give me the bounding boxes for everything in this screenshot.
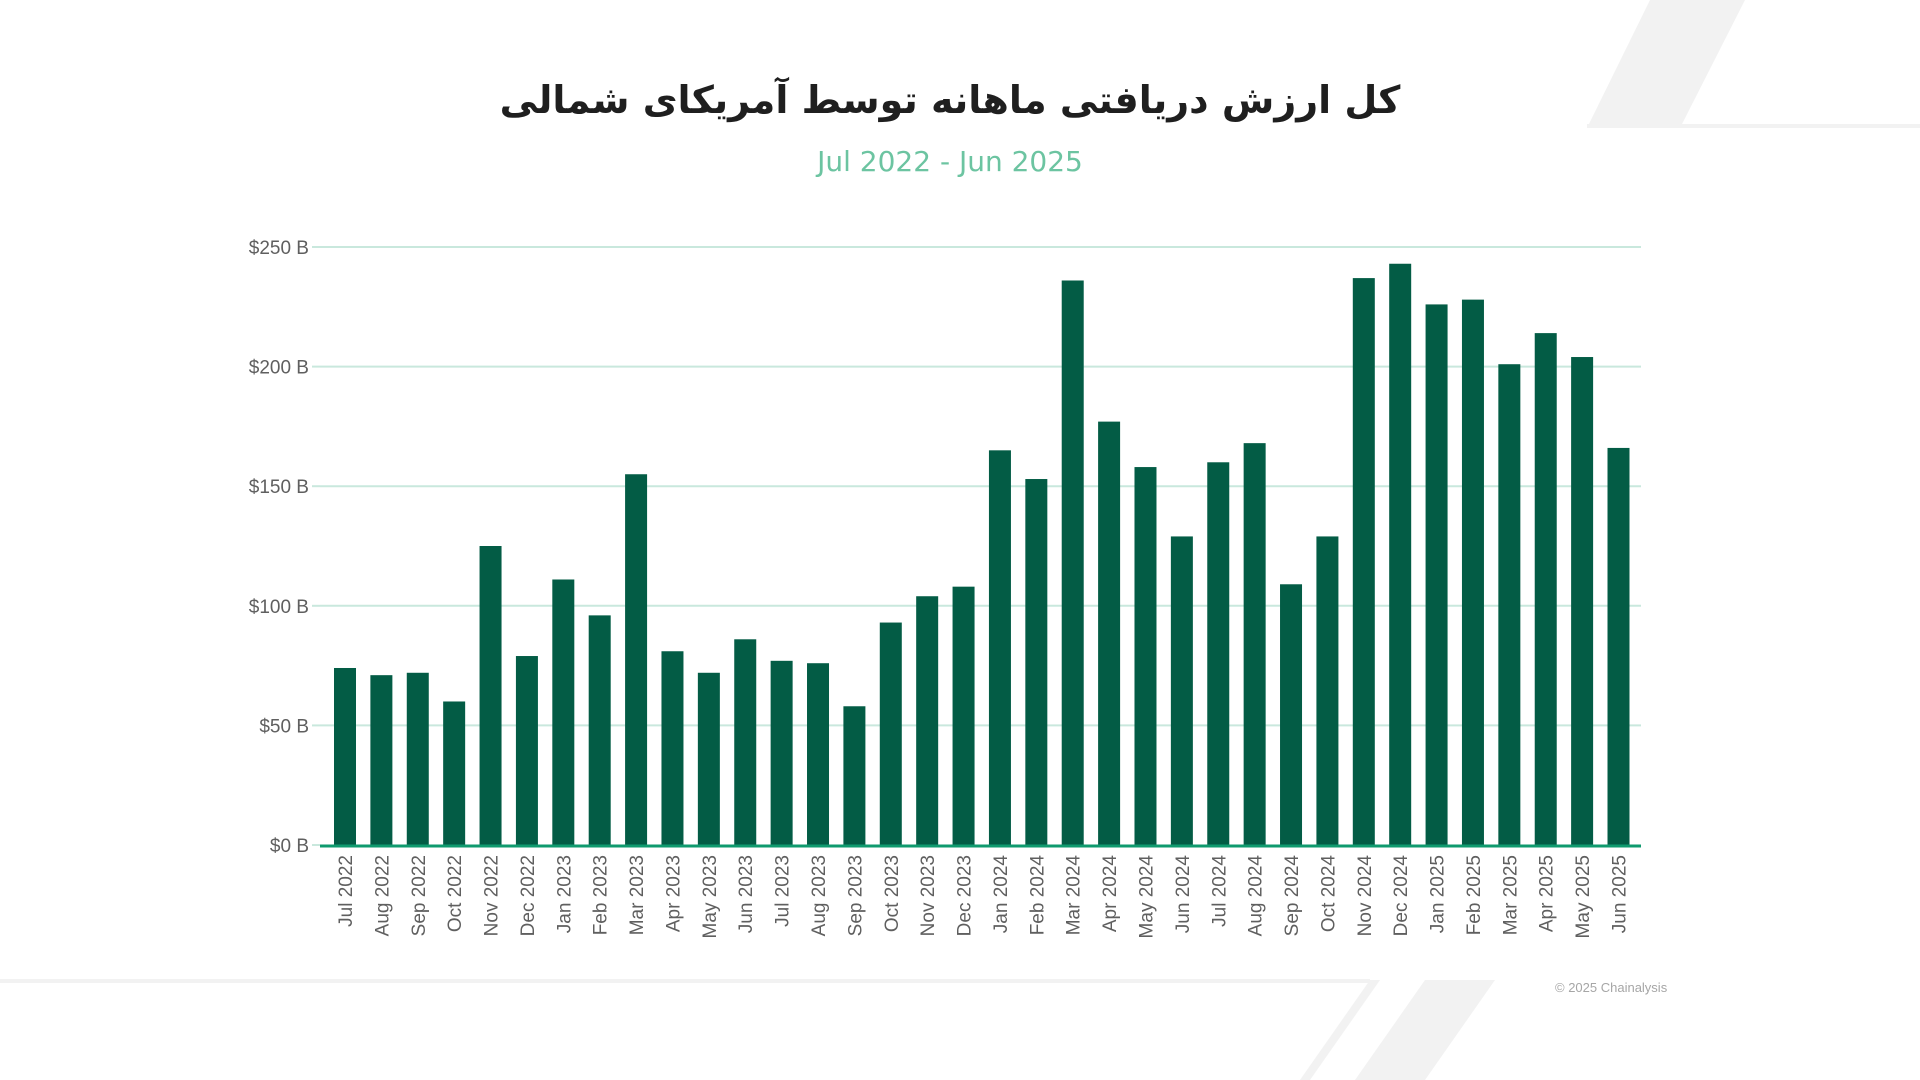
x-tick-label: Nov 2023 [918,855,939,936]
x-tick-label: Jan 2023 [554,855,575,933]
y-tick-label: $150 B [249,477,309,498]
x-tick-label: May 2024 [1136,855,1157,939]
y-tick-label: $0 B [270,836,309,857]
x-tick-label: Jul 2024 [1209,855,1230,927]
x-tick-label: Sep 2022 [409,855,430,936]
x-tick-label: Feb 2025 [1464,855,1485,935]
deco-stripe-bottom-1 [1300,980,1380,1080]
bar [879,622,902,845]
x-tick-label: Mar 2025 [1500,855,1521,935]
bar [1025,479,1048,845]
x-tick-label: Sep 2024 [1282,855,1303,937]
bar [1170,536,1193,845]
gridlines [312,246,1641,846]
deco-line-top-right [1587,124,1920,128]
bar [1607,447,1630,845]
bar [406,672,429,845]
x-tick-label: Jan 2024 [991,855,1012,934]
y-tick-label: $50 B [259,716,309,737]
bar [625,474,648,845]
copyright-note: © 2025 Chainalysis [1555,980,1668,995]
bar [443,701,466,845]
chart-title: کل ارزش دریافتی ماهانه توسط آمریکای شمال… [499,78,1401,122]
x-tick-label: Aug 2024 [1246,855,1267,937]
deco-line-bottom [0,979,1370,983]
bar [1352,278,1375,845]
bar [1498,364,1521,845]
bar [1389,263,1412,845]
bar [1316,536,1339,845]
deco-stripe-top-right [1587,0,1745,128]
bar [515,656,538,845]
x-tick-label: Apr 2025 [1537,855,1558,932]
x-tick-label: Jul 2022 [336,855,357,927]
x-tick-label: Mar 2023 [627,855,648,935]
x-tick-label: Aug 2023 [809,855,830,936]
x-tick-label: Oct 2024 [1318,855,1339,933]
bar [552,579,575,845]
x-tick-label: Sep 2023 [845,855,866,936]
x-tick-label: Aug 2022 [372,855,393,936]
y-tick-labels: $0 B $50 B $100 B $150 B $200 B $250 B [249,238,309,857]
bar [807,663,830,845]
bar [952,586,975,845]
x-tick-label: Dec 2024 [1391,855,1412,937]
x-tick-label: Feb 2024 [1027,855,1048,936]
x-tick-labels: Jul 2022 Aug 2022 Sep 2022 Oct 2022 Nov 2022… [336,855,1631,939]
bar [1207,462,1230,845]
x-tick-label: Feb 2023 [591,855,612,935]
x-tick-label: Mar 2024 [1064,855,1085,936]
bar [1061,280,1084,845]
x-tick-label: Nov 2022 [482,855,503,936]
bar [770,660,793,845]
bar [734,639,757,845]
x-tick-label: Oct 2023 [882,855,903,932]
x-tick-label: Oct 2022 [445,855,466,932]
y-tick-label: $100 B [249,597,309,618]
x-tick-label: Dec 2023 [955,855,976,936]
bar [697,672,720,845]
y-tick-label: $250 B [249,238,309,259]
x-tick-label: Jun 2024 [1173,855,1194,934]
chart-subtitle: Jul 2022 - Jun 2025 [817,145,1083,178]
bar [588,615,611,845]
bar [334,667,356,845]
bar [1134,467,1157,845]
bars [334,263,1630,846]
x-tick-label: Jan 2025 [1428,855,1449,933]
bar [1280,584,1303,845]
x-tick-label: May 2023 [700,855,721,938]
bar [916,596,939,845]
x-tick-label: Jun 2023 [736,855,757,933]
x-tick-label: Nov 2024 [1355,855,1376,937]
bar [370,675,393,845]
x-tick-label: Dec 2022 [518,855,539,936]
bar [843,706,866,845]
y-tick-label: $200 B [249,358,309,379]
deco-stripe-bottom-2 [1355,980,1495,1080]
bar [661,651,684,845]
bar [1425,304,1448,846]
bar [1534,333,1557,845]
bar [479,546,502,845]
x-tick-label: May 2025 [1573,855,1594,938]
bar [1461,299,1484,845]
x-tick-label: Jul 2023 [773,855,794,927]
x-tick-label: Apr 2024 [1100,855,1121,933]
bar [1571,357,1594,845]
bar [1098,421,1121,845]
bar [988,450,1011,845]
x-tick-label: Jun 2025 [1610,855,1631,933]
x-tick-label: Apr 2023 [663,855,684,932]
bar [1243,443,1266,845]
